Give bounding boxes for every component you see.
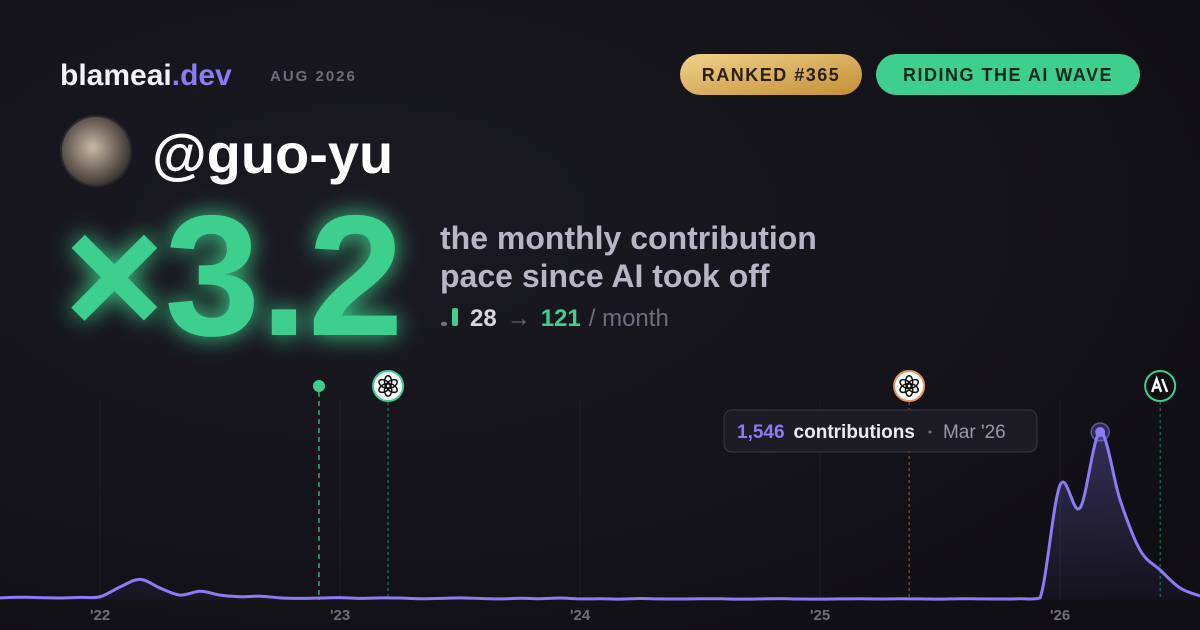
wave-badge	[876, 54, 1140, 95]
brand-tld: .dev	[172, 59, 232, 92]
highlight-dot	[1095, 427, 1106, 438]
area-fill	[0, 431, 1200, 600]
tooltip-unit: contributions	[794, 422, 915, 443]
tooltip-separator	[928, 430, 932, 434]
marker-icon	[372, 370, 405, 402]
x-tick-label: '22	[90, 607, 110, 624]
mini-bar	[452, 308, 458, 326]
chart: '22 '23 '24 '25 '26 1,546 contributions Mar '26	[0, 370, 1200, 624]
avatar	[60, 115, 132, 187]
anthropic-logo	[1151, 375, 1169, 393]
pace-stats: 28 → 121 / month	[470, 305, 669, 332]
after-value: 121	[541, 305, 581, 332]
mini-bar	[441, 321, 447, 326]
marker-icon	[893, 370, 926, 402]
x-tick-label: '24	[570, 607, 591, 624]
rank-badge-text: RANKED #365	[702, 65, 841, 85]
user-handle: @guo-yu	[152, 122, 393, 185]
tooltip	[723, 409, 1038, 453]
unit: / month	[589, 305, 669, 332]
openai-logo	[378, 378, 392, 390]
x-tick-label: '23	[330, 607, 350, 624]
mini-bars	[441, 308, 458, 326]
x-tick-label: '25	[810, 607, 830, 624]
rank-badge	[680, 54, 862, 95]
tooltip-text: 1,546 contributions Mar '26	[737, 422, 1006, 443]
tooltip-value: 1,546	[737, 422, 785, 443]
openai-logo	[899, 378, 913, 390]
arrow: →	[507, 305, 531, 332]
brand-name: blameai	[60, 59, 172, 92]
report-date: AUG 2026	[270, 68, 357, 85]
line	[0, 430, 1200, 601]
caption-line: the monthly contribution	[440, 220, 817, 256]
before-value: 28	[470, 305, 497, 332]
brand: blameai.dev	[60, 59, 232, 92]
caption-line: pace since AI took off	[440, 258, 770, 294]
tooltip-date: Mar '26	[943, 422, 1006, 443]
marker-dot	[312, 380, 325, 392]
wave-badge-text: RIDING THE AI WAVE	[903, 65, 1113, 85]
x-tick-label: '26	[1050, 607, 1070, 624]
multiplier: ×3.2	[64, 180, 404, 372]
